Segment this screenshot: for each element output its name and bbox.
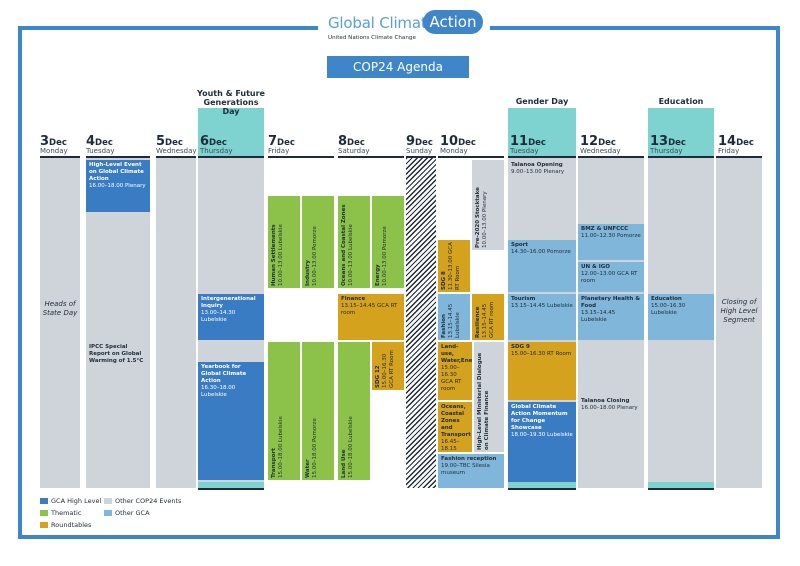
- day-header: 3Dec Monday: [40, 134, 68, 155]
- bottom-line: [508, 488, 576, 490]
- event-sdg8[interactable]: SDG 8 11.30–13.00 GCA RT Room: [438, 240, 470, 292]
- event-resilience[interactable]: Resilience 13.15–14.45 GCA RT room: [472, 294, 504, 340]
- event-education[interactable]: Education 15.00–16.30 Lubelskie: [648, 294, 714, 340]
- event-un-igo[interactable]: UN & IGO 12.00–13.00 GCA RT room: [578, 262, 644, 292]
- day-header: 5Dec Wednesday: [156, 134, 197, 155]
- event-tourism[interactable]: Tourism 13.15–14.45 Lubelskie: [508, 294, 576, 340]
- event-fashion-reception[interactable]: Fashion reception 19.00–TBC Silesia museu…: [438, 454, 504, 488]
- theme-education-label: Education: [658, 97, 704, 106]
- global-climate-action-logo: Global Climate Action United Nations Cli…: [326, 10, 486, 48]
- event-land-use-water-energy[interactable]: Land-use, Water,Energy15.00–16.30 GCA RT…: [438, 342, 472, 400]
- legend-other-gca: Other GCA: [104, 509, 150, 517]
- theme-youth-label: Youth & Future Generations Day: [197, 89, 265, 116]
- event-energy[interactable]: Energy 10.00–13.00 Pomorze: [372, 196, 404, 288]
- closing-high-level-note: Closing of High Level Segment: [720, 298, 758, 324]
- day-header: 13Dec Thursday: [650, 134, 686, 155]
- event-bmz-unfccc[interactable]: BMZ & UNFCCC 11.00–12.30 Pomorze: [578, 224, 644, 260]
- day-underline: [338, 156, 404, 158]
- day-underline: [406, 156, 436, 158]
- day-underline: [648, 156, 714, 158]
- logo-text: Global Climate: [328, 14, 436, 32]
- event-pre2020-stocktake[interactable]: Pre-2020 Stocktake 10.00–13.00 Plenary: [472, 160, 504, 250]
- day-header: 11Dec Tuesday: [510, 134, 546, 155]
- heads-of-state-note: Heads of State Day: [42, 300, 78, 317]
- bottom-line: [198, 488, 264, 490]
- legend-thematic: Thematic: [40, 509, 81, 517]
- day-header: 14Dec Friday: [718, 134, 754, 155]
- day-header: 7Dec Friday: [268, 134, 295, 155]
- legend-swatch: [104, 498, 112, 504]
- day-header: 9Dec Sunday: [406, 134, 433, 155]
- theme-gender-box: [508, 108, 576, 156]
- theme-youth-box: [198, 108, 264, 156]
- agenda-title: COP24 Agenda: [327, 56, 469, 78]
- theme-gender-label: Gender Day: [515, 97, 569, 106]
- event-momentum-for-change[interactable]: Global Climate Action Momentum for Chang…: [508, 402, 576, 488]
- day-underline: [40, 156, 80, 158]
- theme-education-box: [648, 108, 714, 156]
- event-water[interactable]: Water 15.00–18.00 Pomorze: [302, 342, 334, 480]
- day-underline: [156, 156, 196, 158]
- event-high-level-event[interactable]: High-Level Event on Global Climate Actio…: [86, 160, 150, 212]
- legend-swatch: [40, 510, 48, 516]
- legend-other: Other COP24 Events: [104, 497, 181, 505]
- day-column: [156, 158, 196, 488]
- event-sdg12[interactable]: SDG 12 15.00–16.30 GCA RT Room: [372, 342, 404, 390]
- event-transport[interactable]: Transport 15.00–18.00 Lubelskie: [268, 342, 300, 480]
- logo-bubble: Action: [423, 10, 483, 34]
- legend-swatch: [40, 498, 48, 504]
- day-underline: [716, 156, 762, 158]
- theme-strip-gender: [508, 482, 576, 488]
- event-finance[interactable]: Finance 13.15–14.45 GCA RT room: [338, 294, 404, 340]
- legend-swatch: [40, 522, 48, 528]
- legend-gca: GCA High Level: [40, 497, 101, 505]
- theme-strip-youth: [198, 482, 264, 488]
- event-planetary-health[interactable]: Planetary Health & Food 13.15–14.45 Lubel…: [578, 294, 644, 340]
- day-header: 6Dec Thursday: [200, 134, 233, 155]
- day-underline: [86, 156, 150, 158]
- event-talanoa-closing[interactable]: Talanoa Closing 16.00–18.00 Plenary: [578, 396, 644, 436]
- legend-roundtables: Roundtables: [40, 521, 91, 529]
- day-underline: [578, 156, 644, 158]
- event-ipcc-report[interactable]: IPCC Special Report on Global Warming of…: [86, 342, 150, 488]
- event-industry[interactable]: Industry 10.00–13.00 Pomorze: [302, 196, 334, 288]
- event-oceans-coastal[interactable]: Oceans and Coastal Zones 10.00–13.00 Lube…: [338, 196, 370, 288]
- day-underline: [198, 156, 264, 158]
- legend-swatch: [104, 510, 112, 516]
- event-sport[interactable]: Sport 14.30–16.00 Pomorze: [508, 240, 576, 292]
- event-intergenerational-inquiry[interactable]: Intergenerational Inquiry 13.00–14.30 Lub…: [198, 294, 264, 340]
- bottom-line: [648, 488, 714, 490]
- event-fashion[interactable]: Fashion 13.15–14.45 Lubelskie: [438, 294, 470, 340]
- event-sdg9[interactable]: SDG 9 15.00–16.30 RT Room: [508, 342, 576, 400]
- day-header: 4Dec Tuesday: [86, 134, 115, 155]
- event-oceans-coastal-transport[interactable]: Oceans, Coastal Zones and Transport 16.45…: [438, 402, 472, 452]
- day-header: 10Dec Monday: [440, 134, 476, 155]
- day-underline: [508, 156, 576, 158]
- event-land-use[interactable]: Land Use 15.00–18.00 Lubelskie: [338, 342, 370, 480]
- day-underline: [268, 156, 334, 158]
- day-header: 8Dec Saturday: [338, 134, 370, 155]
- event-talanoa-opening[interactable]: Talanoa Opening 9.00–13.00 Plenary: [508, 160, 576, 222]
- sunday-hatched-column: [406, 158, 436, 488]
- day-underline: [438, 156, 504, 158]
- theme-strip-education: [648, 482, 714, 488]
- day-column: [716, 158, 762, 488]
- event-high-level-ministerial[interactable]: High-Level Ministerial Dialogue on Clima…: [474, 342, 504, 452]
- event-yearbook[interactable]: Yearbook for Global Climate Action 16.30–…: [198, 362, 264, 480]
- logo-subtitle: United Nations Climate Change: [328, 35, 416, 41]
- event-human-settlements[interactable]: Human Settlements 10.00–13.00 Lubelskie: [268, 196, 300, 288]
- day-header: 12Dec Wednesday: [580, 134, 621, 155]
- day-column: [40, 158, 80, 488]
